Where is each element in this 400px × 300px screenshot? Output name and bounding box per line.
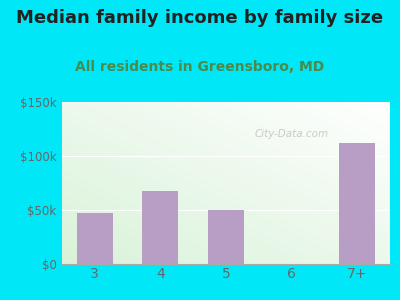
Bar [142, 190, 178, 264]
Text: City-Data.com: City-Data.com [254, 129, 329, 140]
Bar [208, 210, 244, 264]
Bar [339, 142, 375, 264]
Bar [77, 213, 113, 264]
Text: All residents in Greensboro, MD: All residents in Greensboro, MD [75, 60, 325, 74]
Text: Median family income by family size: Median family income by family size [16, 9, 384, 27]
